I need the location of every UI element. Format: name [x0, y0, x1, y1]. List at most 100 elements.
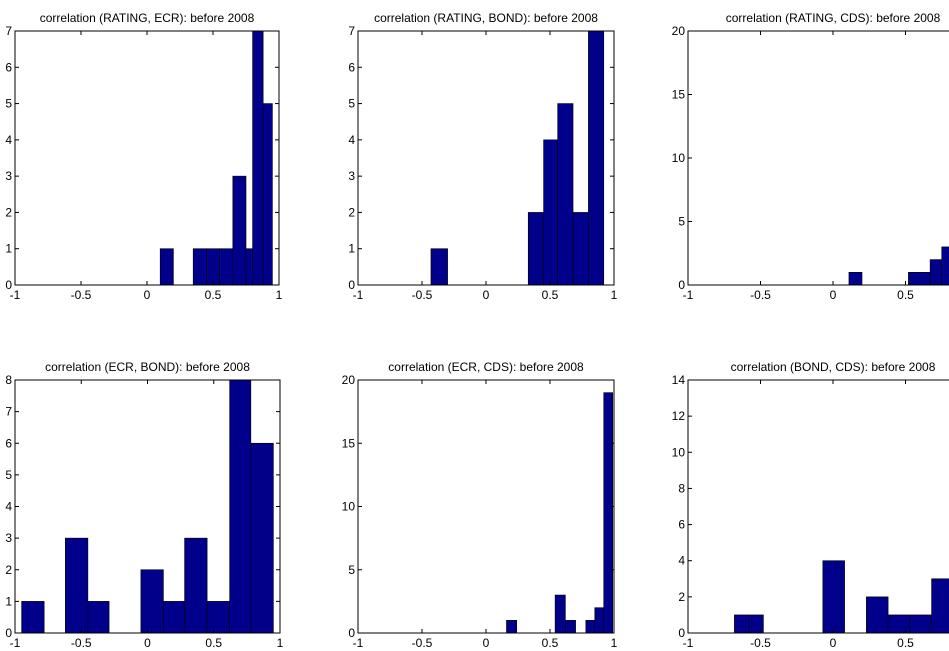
y-tick-label: 20 — [672, 24, 686, 38]
x-tick-label: -0.5 — [412, 288, 433, 302]
chart-title: correlation (RATING, CDS): before 2008 — [726, 11, 941, 25]
x-tick-label: 0 — [144, 636, 151, 650]
histogram-bar — [594, 607, 605, 634]
y-tick-label: 0 — [678, 626, 685, 640]
x-tick-label: 1 — [611, 636, 618, 650]
histogram-bar — [908, 271, 931, 286]
y-tick-label: 2 — [348, 205, 355, 219]
y-tick-label: 1 — [5, 242, 12, 256]
x-tick-label: -1 — [353, 636, 364, 650]
histogram-bar — [543, 139, 558, 286]
y-tick-label: 8 — [678, 481, 685, 495]
histogram-bar — [506, 620, 518, 634]
y-tick-label: 5 — [678, 215, 685, 229]
x-tick-label: -0.5 — [71, 288, 92, 302]
histogram-bars — [506, 392, 614, 634]
x-tick-label: 1 — [277, 636, 284, 650]
x-tick-label: -1 — [10, 636, 21, 650]
histogram-bar — [21, 601, 45, 634]
y-tick-label: 1 — [348, 242, 355, 256]
y-tick-label: 15 — [672, 88, 686, 102]
histogram-bar — [572, 212, 589, 286]
y-tick-label: 15 — [342, 436, 356, 450]
y-tick-label: 6 — [5, 60, 12, 74]
x-tick-label: -0.5 — [750, 636, 771, 650]
histogram-bar — [430, 248, 448, 286]
x-tick-label: -0.5 — [750, 288, 771, 302]
histogram-bar — [887, 614, 911, 634]
histogram-bar — [585, 620, 596, 634]
x-tick-label: -1 — [683, 288, 694, 302]
x-tick-label: 0 — [483, 636, 490, 650]
histogram-bar — [206, 248, 220, 286]
y-tick-label: 6 — [5, 436, 12, 450]
histogram-bar — [931, 578, 949, 634]
histogram-panel-3: correlation (RATING, CDS): before 2008 -1… — [672, 11, 949, 302]
y-tick-label: 6 — [348, 60, 355, 74]
y-tick-label: 2 — [5, 205, 12, 219]
histogram-bars — [734, 560, 949, 634]
histogram-bar — [250, 442, 274, 634]
histogram-bar — [941, 246, 949, 286]
y-tick-label: 10 — [672, 445, 686, 459]
histogram-bars — [159, 30, 273, 286]
x-tick-label: 0 — [483, 288, 490, 302]
x-tick-label: 0.5 — [205, 288, 222, 302]
histogram-bar — [848, 271, 863, 286]
y-tick-label: 5 — [348, 563, 355, 577]
x-tick-label: 0 — [830, 288, 837, 302]
histogram-bar — [588, 30, 605, 286]
x-tick-label: 1 — [611, 288, 618, 302]
histogram-bar — [252, 30, 264, 286]
y-tick-label: 14 — [672, 373, 686, 387]
histogram-bar — [229, 379, 252, 634]
histogram-panel-2: correlation (RATING, BOND): before 2008 -… — [348, 11, 617, 302]
histogram-bars — [430, 30, 605, 286]
y-tick-label: 3 — [5, 531, 12, 545]
y-tick-label: 7 — [348, 24, 355, 38]
histogram-bar — [603, 392, 614, 634]
histogram-bars — [848, 246, 949, 286]
histogram-bar — [262, 103, 273, 286]
histogram-bar — [554, 594, 566, 634]
y-tick-label: 7 — [5, 24, 12, 38]
histogram-bar — [65, 537, 89, 634]
chart-title: correlation (ECR, CDS): before 2008 — [388, 360, 584, 374]
y-tick-label: 10 — [672, 151, 686, 165]
y-tick-label: 10 — [342, 500, 356, 514]
x-tick-label: 0.5 — [897, 636, 914, 650]
y-tick-label: 6 — [678, 518, 685, 532]
histogram-panel-6: correlation (BOND, CDS): before 2008 -1 -0… — [672, 360, 949, 650]
y-tick-label: 4 — [5, 500, 12, 514]
y-tick-label: 12 — [672, 409, 686, 423]
histogram-bar — [909, 614, 932, 634]
y-tick-label: 0 — [5, 626, 12, 640]
histogram-bar — [748, 614, 764, 634]
y-tick-label: 0 — [348, 278, 355, 292]
histogram-bar — [232, 175, 247, 286]
x-tick-label: 0.5 — [897, 288, 914, 302]
plot-area-frame — [687, 30, 949, 286]
x-tick-label: -1 — [353, 288, 364, 302]
x-tick-label: -0.5 — [71, 636, 92, 650]
x-tick-label: -1 — [10, 288, 21, 302]
histogram-panel-1: correlation (RATING, ECR): before 2008 -1… — [5, 11, 282, 302]
chart-title: correlation (ECR, BOND): before 2008 — [45, 360, 250, 374]
histogram-bar — [192, 248, 207, 286]
plot-area-frame — [357, 379, 615, 634]
chart-title: correlation (RATING, BOND): before 2008 — [374, 11, 598, 25]
x-tick-label: -0.5 — [412, 636, 433, 650]
x-tick-label: 0.5 — [542, 288, 559, 302]
histogram-bars — [21, 379, 274, 634]
histogram-bar — [206, 601, 230, 634]
y-tick-label: 5 — [5, 468, 12, 482]
histogram-bar — [245, 248, 253, 286]
y-tick-label: 3 — [348, 169, 355, 183]
histogram-bar — [822, 560, 845, 634]
histogram-bar — [527, 212, 544, 286]
histogram-bar — [140, 569, 164, 634]
histogram-bar — [87, 601, 110, 634]
x-tick-label: 0 — [830, 636, 837, 650]
histogram-bar — [219, 248, 234, 286]
